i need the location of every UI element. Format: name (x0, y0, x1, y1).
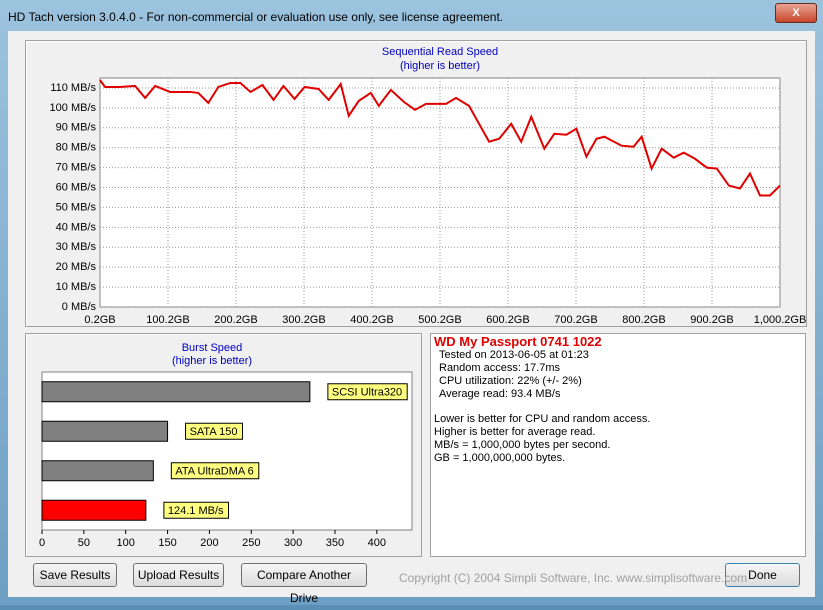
bar (41, 381, 311, 403)
info-line: GB = 1,000,000,000 bytes. (434, 452, 566, 464)
drive-name: WD My Passport 0741 1022 (434, 334, 602, 349)
x-tick-label: 300.2GB (282, 314, 325, 326)
info-line: CPU utilization: 22% (+/- 2%) (439, 375, 582, 387)
read-panel (25, 40, 807, 327)
x-tick-label: 250 (242, 537, 260, 549)
chart-subtitle: (higher is better) (400, 60, 480, 72)
y-tick-label: 80 MB/s (56, 142, 97, 154)
y-tick-label: 40 MB/s (56, 221, 97, 233)
info-line: Random access: 17.7ms (439, 362, 561, 374)
info-line: Lower is better for CPU and random acces… (434, 413, 651, 425)
y-tick-label: 90 MB/s (56, 122, 97, 134)
read-line (99, 79, 781, 197)
info-line: Tested on 2013-06-05 at 01:23 (439, 349, 589, 361)
x-tick-label: 400.2GB (350, 314, 393, 326)
done-button[interactable]: Done (725, 563, 800, 587)
x-tick-label: 150 (158, 537, 176, 549)
x-tick-label: 0.2GB (84, 314, 115, 326)
chart-title: Sequential Read Speed (382, 46, 498, 58)
y-tick-label: 20 MB/s (56, 261, 97, 273)
info-panel: WD My Passport 0741 1022 Tested on 2013-… (430, 333, 806, 557)
chart-subtitle: (higher is better) (172, 355, 252, 367)
x-tick-label: 200 (200, 537, 218, 549)
x-tick-label: 700.2GB (554, 314, 597, 326)
x-tick-label: 350 (326, 537, 344, 549)
window-title: HD Tach version 3.0.4.0 - For non-commer… (8, 10, 504, 24)
bar (41, 420, 169, 442)
x-tick-label: 200.2GB (214, 314, 257, 326)
x-tick-label: 800.2GB (622, 314, 665, 326)
y-tick-label: 0 MB/s (62, 301, 97, 313)
bar-label-box (327, 383, 408, 401)
x-tick-label: 300 (284, 537, 302, 549)
bar (41, 460, 154, 482)
copyright: Copyright (C) 2004 Simpli Software, Inc.… (399, 571, 748, 585)
x-tick-label: 100.2GB (146, 314, 189, 326)
x-tick-label: 500.2GB (418, 314, 461, 326)
y-tick-label: 100 MB/s (50, 102, 97, 114)
bar-label: 124.1 MB/s (168, 505, 224, 517)
bar-label-box (170, 462, 260, 480)
y-tick-label: 70 MB/s (56, 162, 97, 174)
y-tick-label: 60 MB/s (56, 181, 97, 193)
bar-label-box (163, 501, 230, 519)
burst-panel (25, 333, 422, 557)
x-tick-label: 1,000.2GB (754, 314, 807, 326)
compare-button[interactable]: Compare Another Drive (241, 563, 367, 605)
y-tick-label: 110 MB/s (50, 82, 96, 94)
y-tick-label: 50 MB/s (56, 201, 97, 213)
x-tick-label: 0 (39, 537, 45, 549)
info-line: Higher is better for average read. (434, 426, 596, 438)
y-tick-label: 10 MB/s (56, 281, 97, 293)
y-tick-label: 30 MB/s (56, 241, 97, 253)
close-button[interactable]: X (775, 3, 817, 23)
info-line: MB/s = 1,000,000 bytes per second. (434, 439, 611, 451)
bar-label: ATA UltraDMA 6 (175, 466, 253, 478)
bar-label: SCSI Ultra320 (332, 387, 402, 399)
x-tick-label: 400 (368, 537, 386, 549)
x-tick-label: 100 (117, 537, 135, 549)
x-tick-label: 50 (78, 537, 90, 549)
bar (41, 499, 147, 521)
bar-label: SATA 150 (190, 426, 238, 438)
save-button[interactable]: Save Results (33, 563, 117, 587)
bar-label-box (185, 422, 243, 440)
x-tick-label: 900.2GB (690, 314, 733, 326)
upload-button[interactable]: Upload Results (133, 563, 224, 587)
chart-title: Burst Speed (182, 342, 243, 354)
info-line: Average read: 93.4 MB/s (439, 388, 561, 400)
x-tick-label: 600.2GB (486, 314, 529, 326)
